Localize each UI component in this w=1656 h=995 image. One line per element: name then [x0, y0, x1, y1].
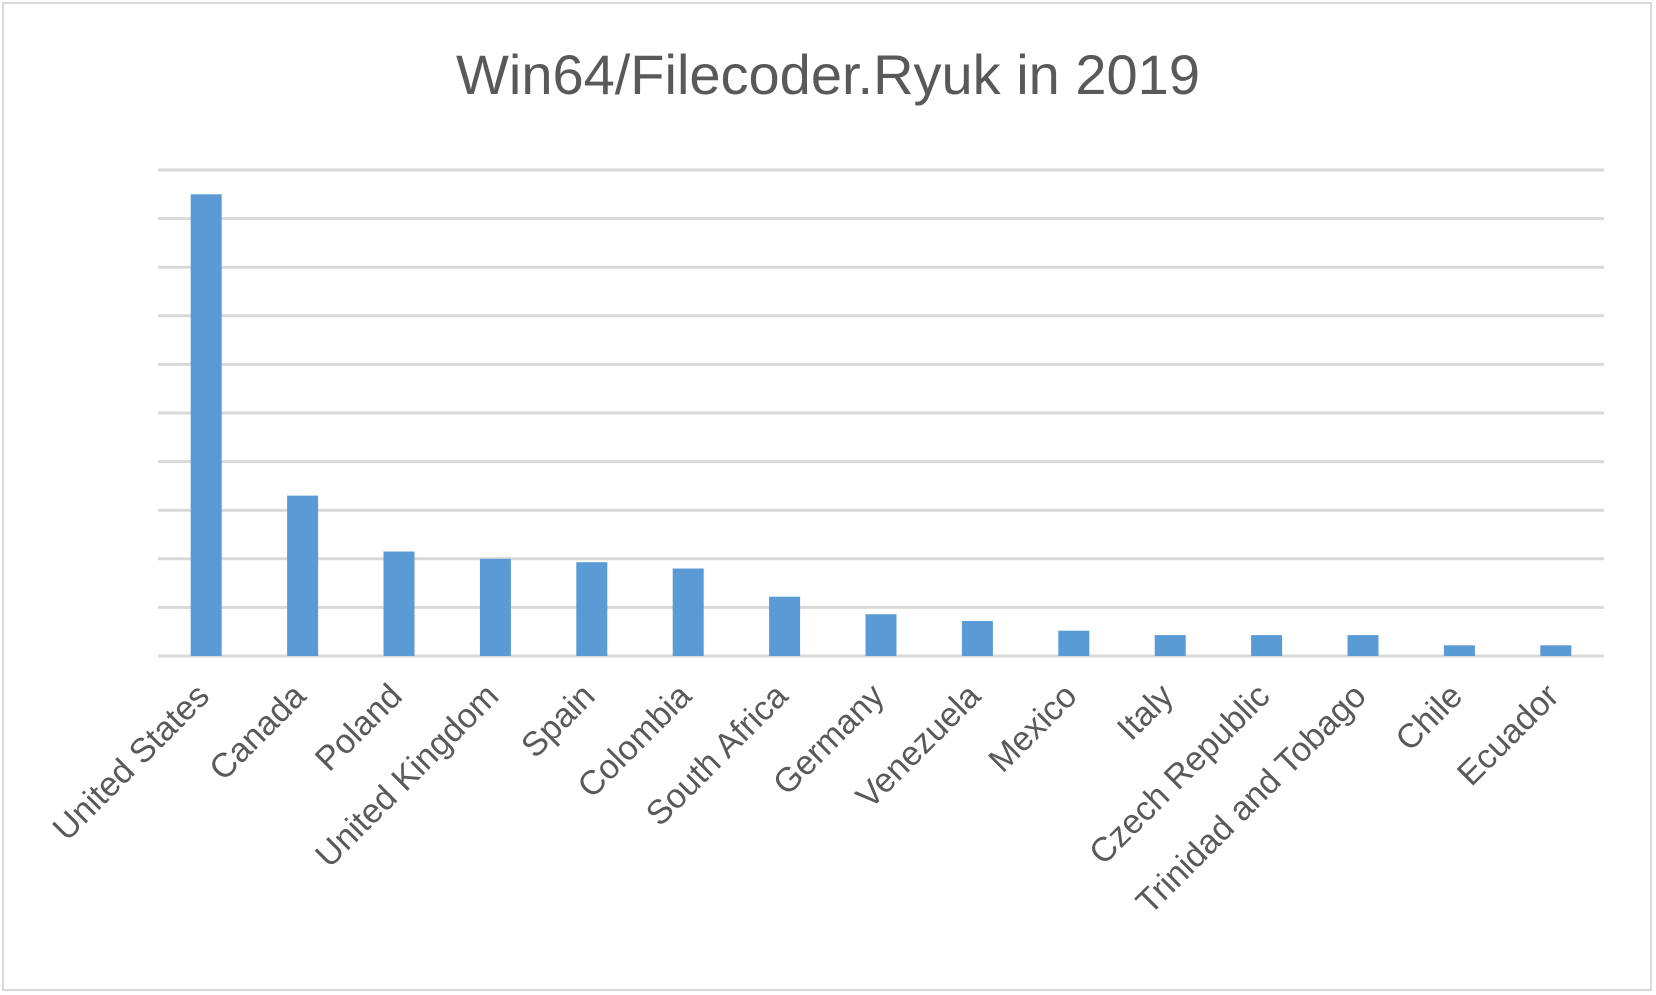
- bar: [1251, 635, 1283, 656]
- bars: [190, 194, 1572, 657]
- category-label: Spain: [514, 677, 602, 765]
- bar: [383, 551, 415, 656]
- bar: [479, 558, 511, 656]
- bar: [865, 614, 897, 656]
- category-label: Canada: [202, 677, 313, 788]
- bar: [1443, 645, 1475, 656]
- category-label: United Kingdom: [308, 677, 506, 875]
- gridlines: [158, 168, 1604, 658]
- category-label: United States: [46, 677, 217, 848]
- bar: [1540, 645, 1572, 656]
- chart-title: Win64/Filecoder.Ryuk in 2019: [456, 43, 1200, 106]
- bar: [1058, 630, 1090, 656]
- bar: [961, 621, 993, 656]
- category-label: Italy: [1110, 677, 1181, 748]
- bar: [1347, 635, 1379, 656]
- category-label: Chile: [1388, 677, 1470, 759]
- bar: [190, 194, 222, 657]
- bar: [576, 562, 608, 656]
- bar: [287, 495, 319, 656]
- bar: [769, 596, 801, 656]
- category-label: Ecuador: [1450, 677, 1566, 793]
- category-label: Mexico: [981, 677, 1084, 780]
- bar: [1154, 635, 1186, 656]
- bar: [672, 568, 704, 656]
